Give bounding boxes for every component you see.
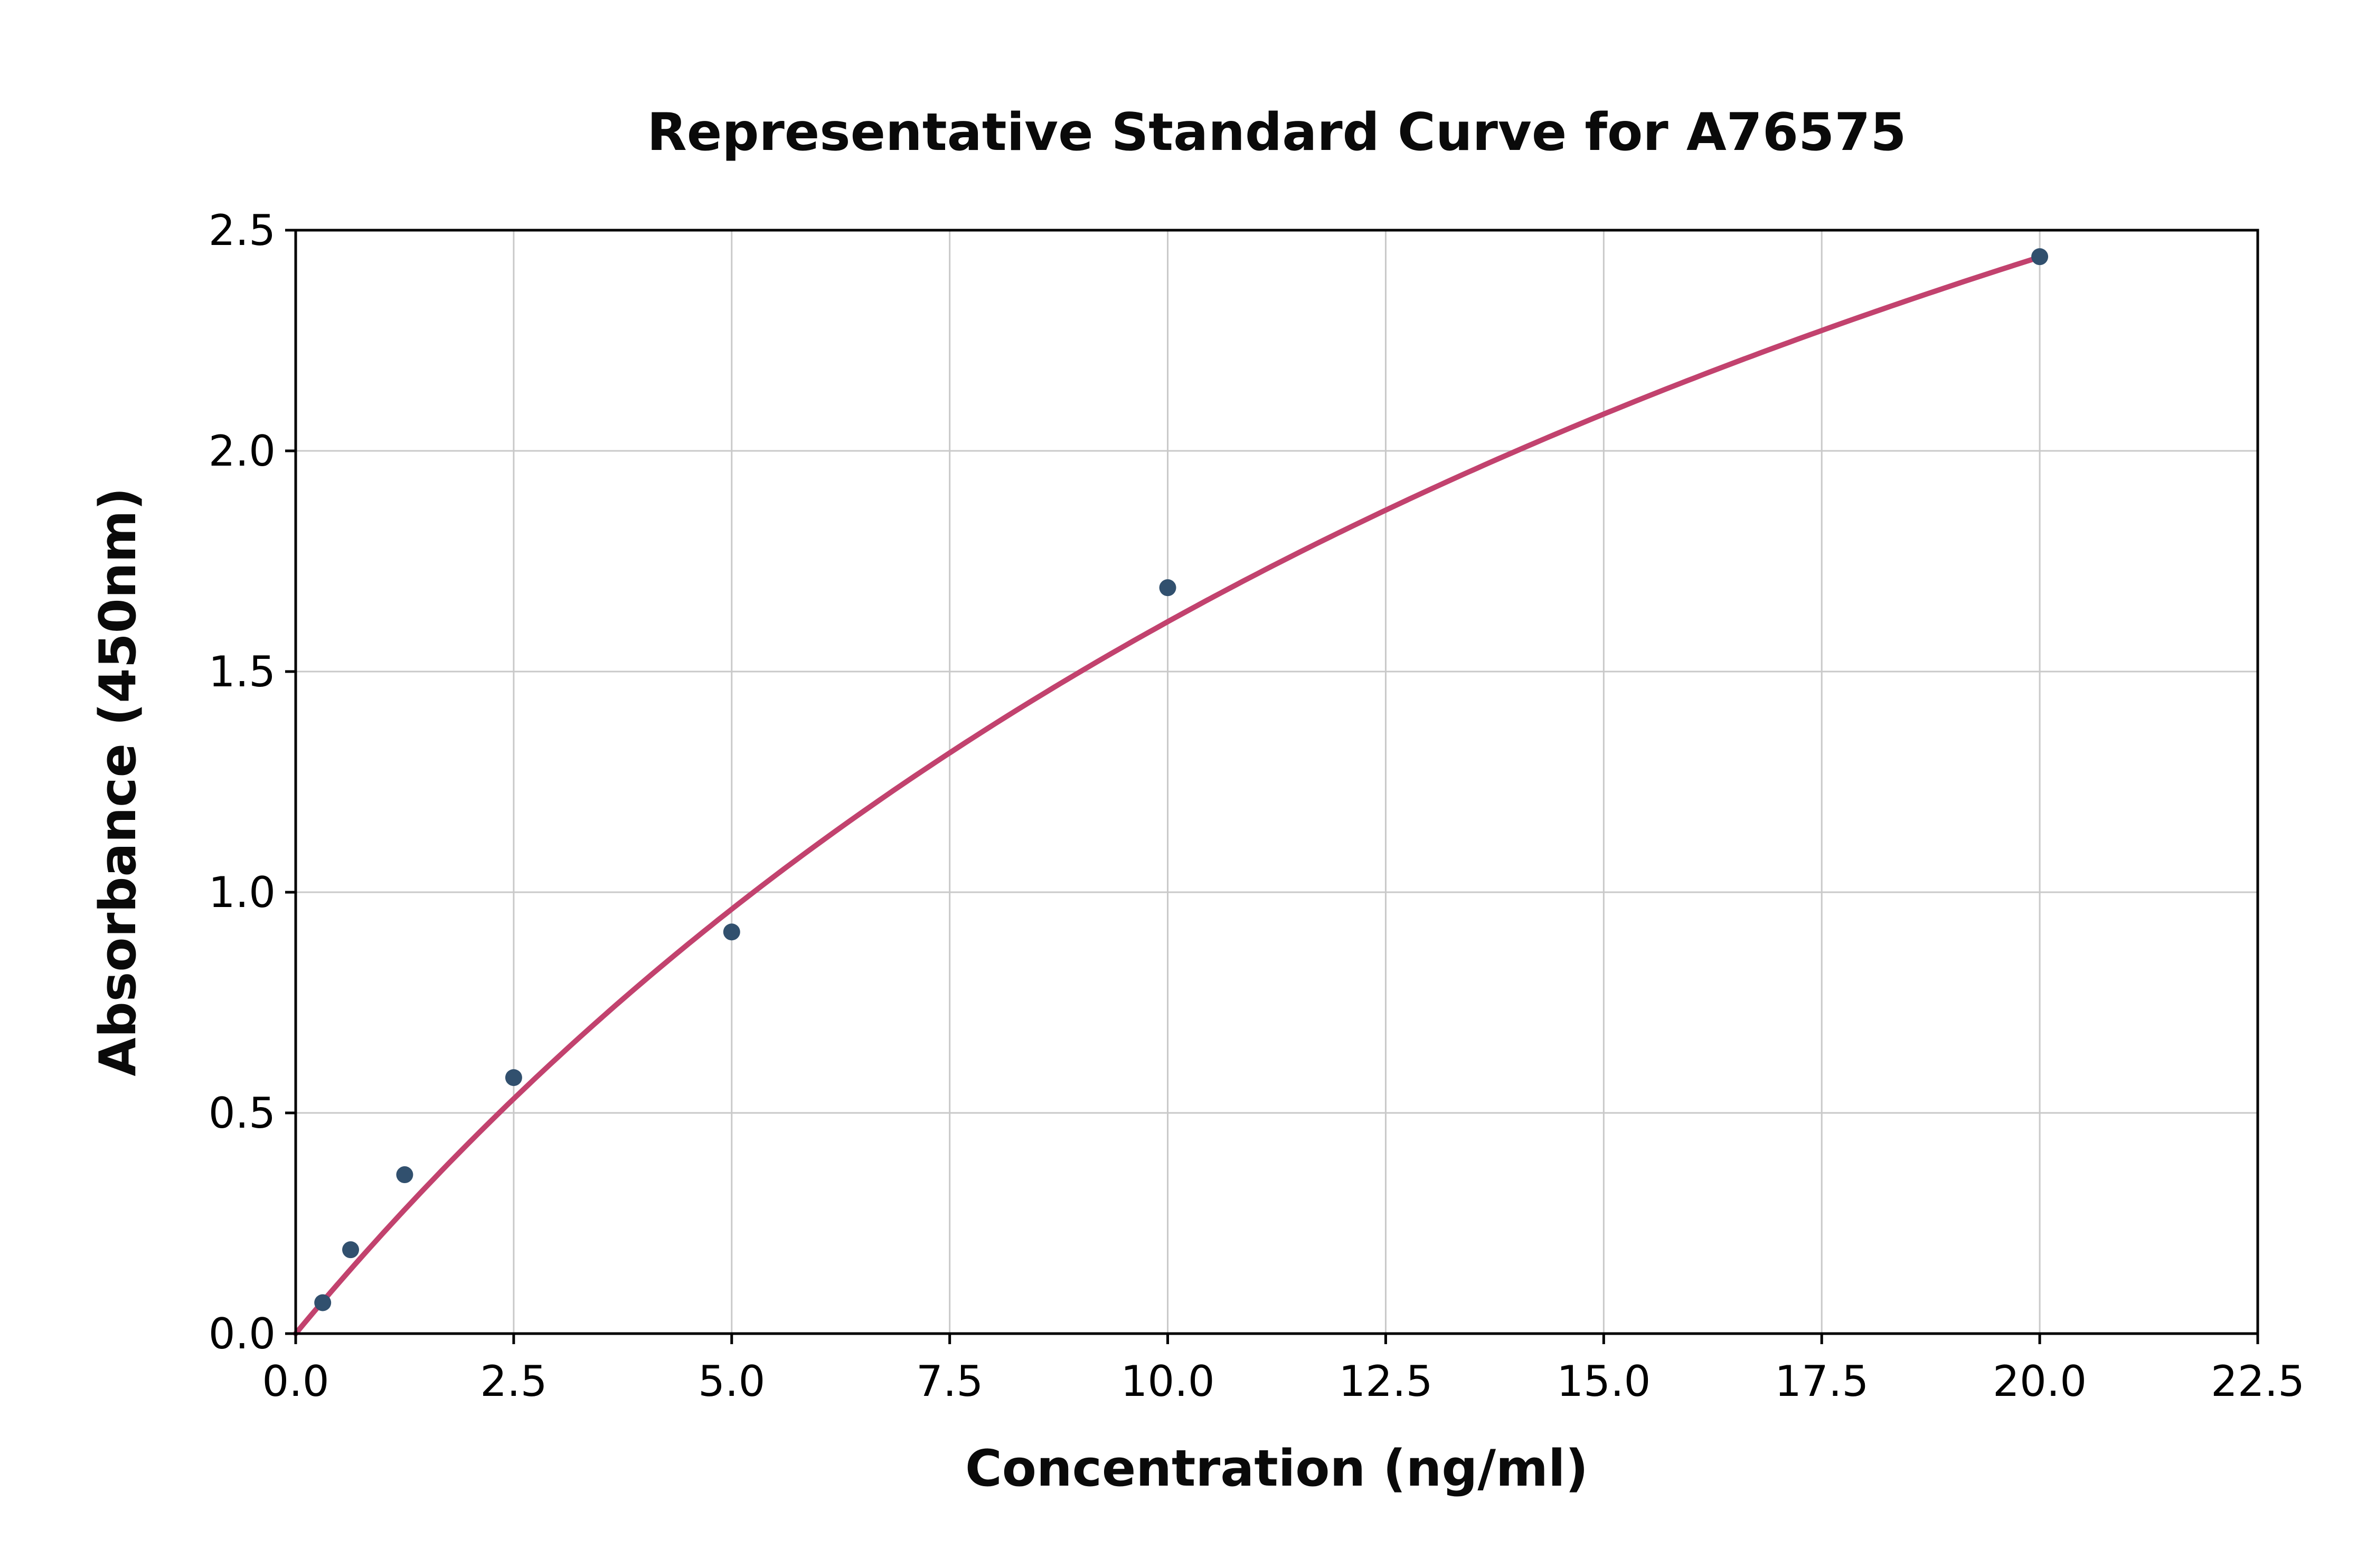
- x-tick-label: 12.5: [1338, 1357, 1432, 1406]
- data-point: [342, 1241, 360, 1259]
- fit-curve: [293, 253, 2047, 1336]
- y-tick-label: 2.5: [209, 206, 276, 255]
- data-point: [396, 1166, 413, 1184]
- data-point: [314, 1294, 332, 1311]
- y-tick-label: 0.5: [209, 1089, 276, 1138]
- x-tick-label: 5.0: [698, 1357, 765, 1406]
- x-tick-label: 7.5: [916, 1357, 983, 1406]
- x-axis-label: Concentration (ng/ml): [965, 1440, 1589, 1498]
- y-tick-label: 0.0: [209, 1309, 276, 1358]
- y-tick-label: 1.0: [209, 868, 276, 917]
- x-tick-label: 15.0: [1557, 1357, 1651, 1406]
- x-tick-label: 17.5: [1775, 1357, 1869, 1406]
- y-tick-label: 2.0: [209, 427, 276, 476]
- chart-title: Representative Standard Curve for A76575: [647, 102, 1907, 163]
- data-point: [2031, 248, 2049, 266]
- x-tick-label: 22.5: [2211, 1357, 2305, 1406]
- plot-border: [294, 229, 2259, 1335]
- data-point: [723, 923, 740, 941]
- x-tick-label: 10.0: [1120, 1357, 1214, 1406]
- x-tick-label: 0.0: [262, 1357, 329, 1406]
- data-point: [505, 1069, 522, 1087]
- x-tick-label: 2.5: [480, 1357, 547, 1406]
- x-tick-label: 20.0: [1993, 1357, 2087, 1406]
- data-point: [1159, 579, 1176, 597]
- y-tick-label: 1.5: [209, 647, 276, 696]
